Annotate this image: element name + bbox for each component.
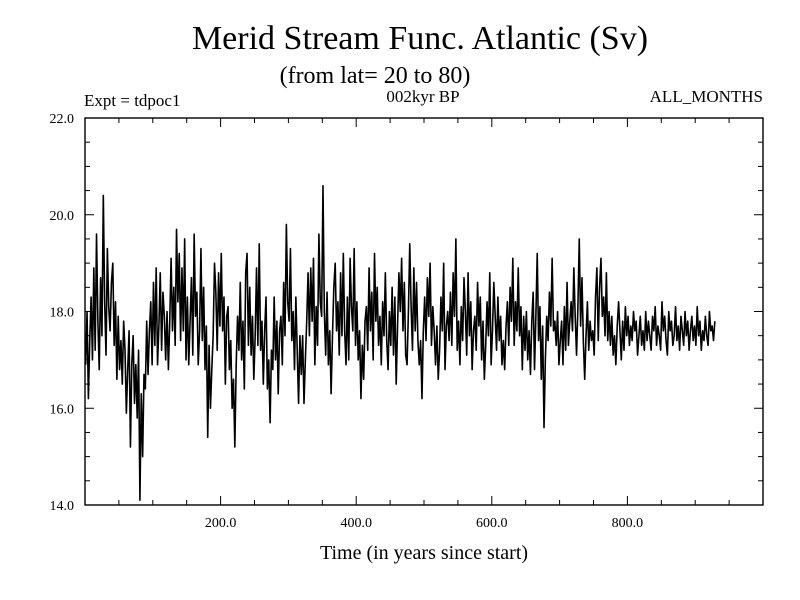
x-axis-label: Time (in years since start) — [320, 542, 528, 564]
y-tick-label: 20.0 — [50, 209, 75, 224]
x-tick-label: 400.0 — [340, 516, 372, 531]
expt-label: Expt = tdpoc1 — [84, 91, 180, 110]
chart-title: Merid Stream Func. Atlantic (Sv) — [192, 20, 648, 57]
x-tick-label: 600.0 — [476, 516, 508, 531]
x-tick-label: 200.0 — [205, 516, 237, 531]
y-tick-label: 14.0 — [50, 499, 75, 514]
months-label: ALL_MONTHS — [650, 87, 763, 106]
y-tick-label: 18.0 — [50, 306, 75, 321]
series-line — [84, 184, 716, 501]
x-tick-label: 800.0 — [612, 516, 644, 531]
plot-frame — [84, 117, 764, 506]
y-tick-label: 16.0 — [50, 402, 75, 417]
tick-labels: 200.0 400.0 600.0 800.0 14.0 16.0 18.0 20.0 22.0 — [50, 112, 644, 531]
y-tick-label: 22.0 — [50, 112, 75, 127]
period-label: 002kyr BP — [386, 87, 459, 106]
series-group — [84, 184, 716, 501]
tick-marks — [85, 118, 763, 505]
chart-subtitle: (from lat= 20 to 80) — [280, 63, 471, 89]
